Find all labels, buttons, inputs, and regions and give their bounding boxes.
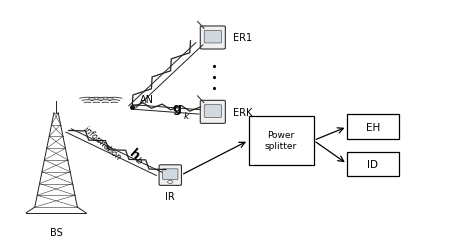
- Text: Power: Power: [267, 131, 295, 140]
- Text: BS: BS: [50, 227, 63, 237]
- Text: EH: EH: [366, 122, 380, 132]
- FancyBboxPatch shape: [200, 27, 225, 50]
- Text: ERK: ERK: [233, 107, 252, 117]
- Text: $b$: $b$: [133, 153, 145, 166]
- Text: $\mathbf{h}$: $\mathbf{h}$: [126, 145, 143, 162]
- Text: splitter: splitter: [265, 142, 297, 151]
- Text: IR: IR: [165, 191, 175, 201]
- FancyBboxPatch shape: [159, 165, 181, 186]
- Text: ID: ID: [367, 159, 378, 169]
- FancyBboxPatch shape: [163, 169, 178, 180]
- Bar: [249, 116, 314, 166]
- FancyBboxPatch shape: [200, 101, 225, 124]
- Text: $\mathbf{g}$: $\mathbf{g}$: [172, 103, 182, 117]
- Text: $information$: $information$: [81, 122, 125, 162]
- Bar: [347, 152, 399, 177]
- Text: AN: AN: [140, 95, 154, 105]
- FancyBboxPatch shape: [204, 31, 222, 44]
- FancyBboxPatch shape: [204, 105, 222, 118]
- Text: ER1: ER1: [233, 33, 252, 43]
- Bar: [347, 115, 399, 140]
- Text: $k$: $k$: [183, 110, 191, 121]
